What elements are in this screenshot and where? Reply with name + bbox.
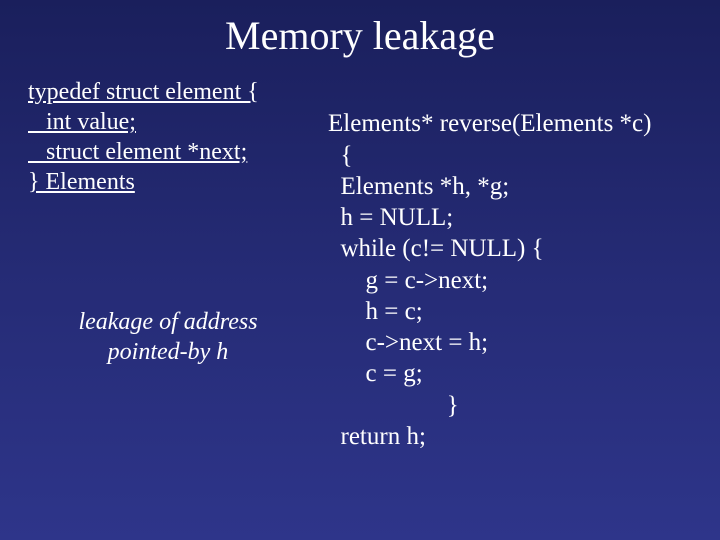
slide-title: Memory leakage (28, 12, 692, 59)
struct-line: int value; (28, 107, 308, 137)
code-line: { (328, 142, 353, 169)
left-column: typedef struct element { int value; stru… (28, 77, 308, 483)
code-line: Elements *h, *g; (328, 173, 509, 200)
note-line: pointed-by h (28, 337, 308, 367)
code-block: Elements* reverse(Elements *c) { Element… (328, 77, 692, 483)
leakage-note: leakage of address pointed-by h (28, 307, 308, 367)
code-line: while (c!= NULL) { (328, 235, 544, 262)
code-line: c = g; (328, 360, 423, 387)
note-line: leakage of address (28, 307, 308, 337)
struct-definition: typedef struct element { int value; stru… (28, 77, 308, 197)
code-line: return h; (328, 423, 426, 450)
code-line: } (328, 392, 459, 419)
code-line: g = c->next; (328, 267, 488, 294)
code-line: h = c; (328, 298, 423, 325)
struct-line: struct element *next; (28, 137, 308, 167)
code-line: h = NULL; (328, 204, 453, 231)
struct-line: } Elements (28, 167, 308, 197)
code-line: Elements* reverse(Elements *c) (328, 110, 651, 137)
content-columns: typedef struct element { int value; stru… (28, 77, 692, 483)
code-line: c->next = h; (328, 329, 488, 356)
slide: Memory leakage typedef struct element { … (0, 0, 720, 540)
right-column: Elements* reverse(Elements *c) { Element… (328, 77, 692, 483)
struct-line: typedef struct element { (28, 77, 308, 107)
